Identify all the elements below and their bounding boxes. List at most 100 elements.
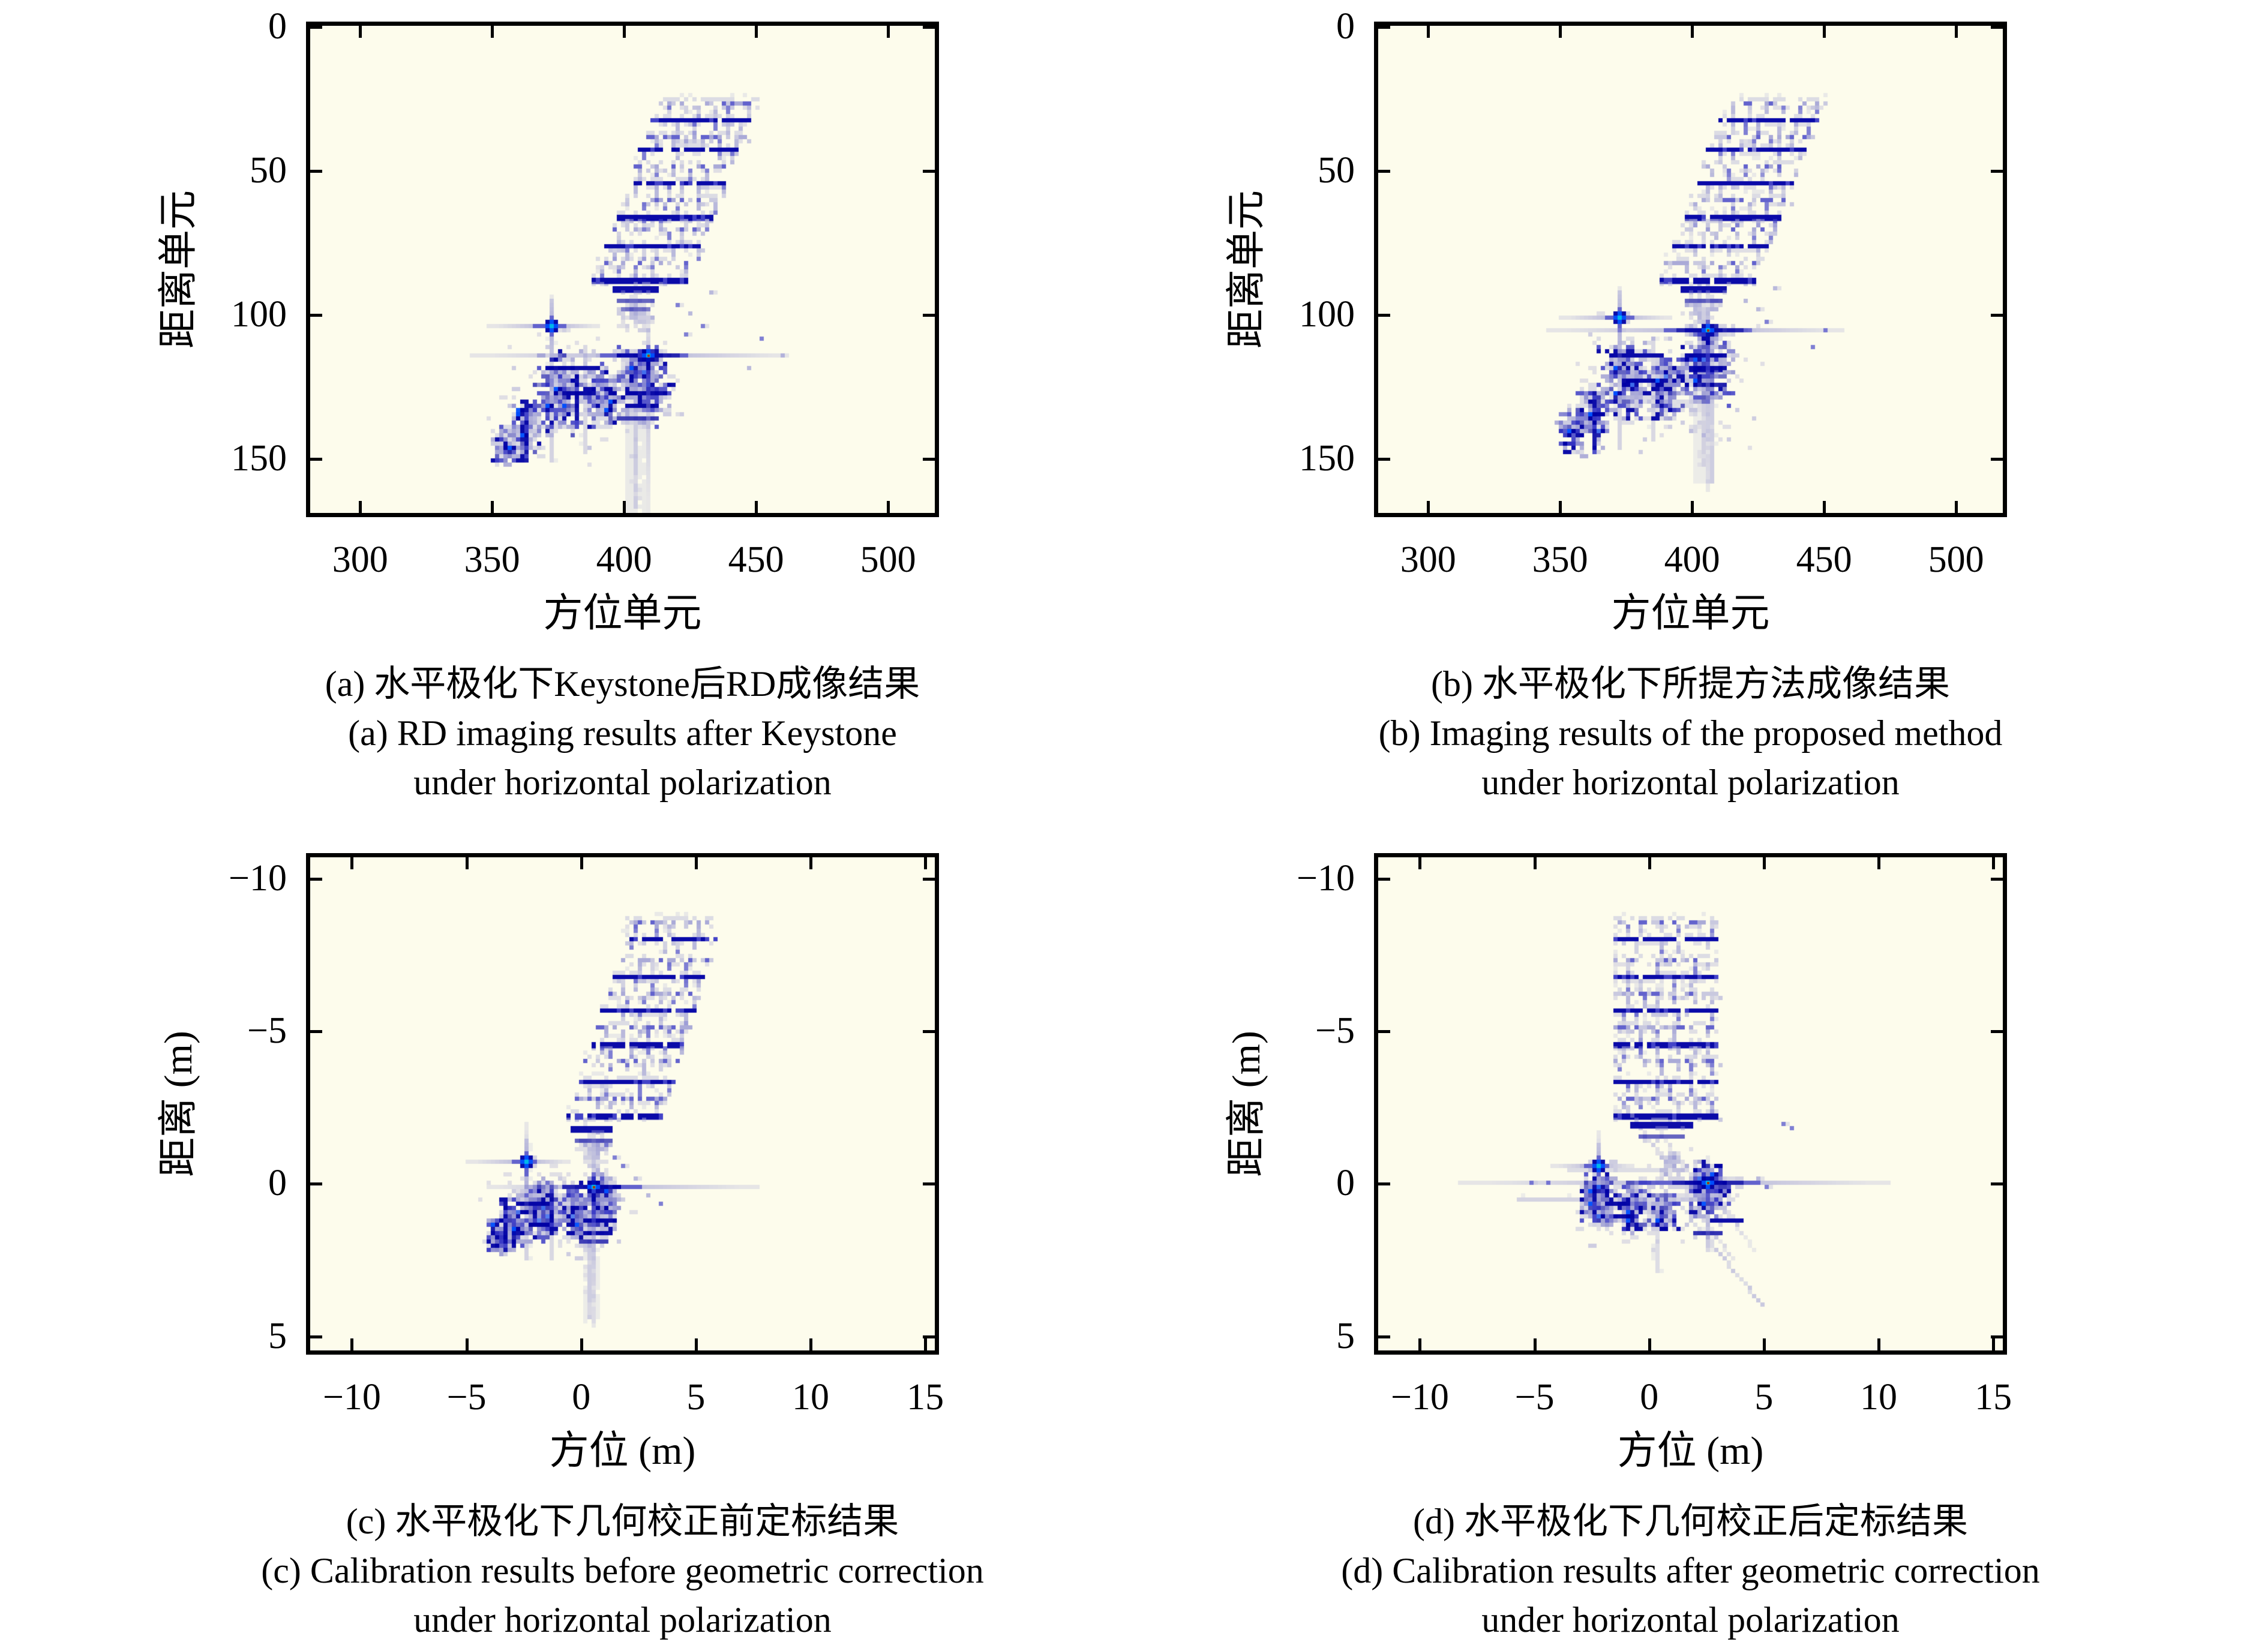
axis-tick <box>465 1338 469 1350</box>
axis-tick <box>1378 314 1390 317</box>
axis-tick <box>491 501 494 513</box>
axis-tick <box>1533 1338 1537 1350</box>
axis-tick <box>923 170 935 173</box>
axis-tick <box>1992 1338 1996 1350</box>
tick-label: 300 <box>1400 539 1456 580</box>
tick-label: 400 <box>596 539 652 580</box>
axis-tick <box>1427 501 1430 513</box>
axis-tick <box>887 26 890 38</box>
tick-label: 400 <box>1664 539 1720 580</box>
axis-tick <box>350 1338 354 1350</box>
axis-tick <box>1378 1182 1390 1186</box>
axis-tick <box>1991 1335 2003 1338</box>
axis-tick <box>1691 26 1694 38</box>
tick-label: 50 <box>1318 149 1355 191</box>
axis-tick <box>1991 314 2003 317</box>
axis-tick <box>923 1335 935 1338</box>
axis-tick <box>310 314 322 317</box>
axis-tick <box>491 26 494 38</box>
axis-tick <box>923 458 935 461</box>
tick-label: 500 <box>1928 539 1984 580</box>
axis-tick <box>1559 26 1562 38</box>
tick-label: 10 <box>791 1377 829 1418</box>
axis-tick <box>923 1030 935 1034</box>
axis-tick <box>1378 458 1390 461</box>
x-axis-label-b: 方位单元 <box>1611 592 1770 635</box>
axis-tick <box>755 501 758 513</box>
axis-tick <box>1955 26 1958 38</box>
tick-label: 5 <box>686 1377 706 1418</box>
axis-tick <box>310 878 322 881</box>
plot-area-a <box>306 22 939 517</box>
axis-tick <box>1991 458 2003 461</box>
axis-tick <box>1823 26 1826 38</box>
axis-tick <box>350 857 354 869</box>
y-axis-label-c: 距离 (m) <box>157 1031 200 1177</box>
tick-label: 450 <box>728 539 784 580</box>
axis-tick <box>310 1335 322 1338</box>
tick-label: 150 <box>1299 437 1355 479</box>
axis-tick <box>1418 857 1422 869</box>
axis-tick <box>1648 857 1651 869</box>
x-axis-label-c: 方位 (m) <box>549 1429 696 1473</box>
tick-label: −10 <box>322 1377 381 1418</box>
tick-label: 500 <box>860 539 916 580</box>
tick-label: 15 <box>1975 1377 2012 1418</box>
axis-tick <box>1378 170 1390 173</box>
tick-label: 350 <box>1532 539 1588 580</box>
tick-label: 5 <box>1336 1315 1355 1356</box>
axis-tick <box>923 1182 935 1186</box>
axis-tick <box>924 857 928 869</box>
axis-tick <box>694 857 698 869</box>
tick-label: 5 <box>1754 1377 1774 1418</box>
axis-tick <box>359 26 362 38</box>
scatter-image-d <box>1378 857 2003 1350</box>
tick-label: 50 <box>250 149 287 191</box>
axis-tick <box>1762 857 1766 869</box>
axis-tick <box>1991 1030 2003 1034</box>
axis-tick <box>310 1030 322 1034</box>
axis-tick <box>1559 501 1562 513</box>
axis-tick <box>923 878 935 881</box>
axis-tick <box>310 26 322 29</box>
axis-tick <box>923 314 935 317</box>
axis-tick <box>809 857 812 869</box>
axis-tick <box>1378 1030 1390 1034</box>
axis-tick <box>1427 26 1430 38</box>
axis-tick <box>1877 857 1880 869</box>
axis-tick <box>310 458 322 461</box>
caption-c-en1: (c) Calibration results before geometric… <box>261 1551 984 1590</box>
tick-label: 10 <box>1859 1377 1897 1418</box>
caption-d-en1: (d) Calibration results after geometric … <box>1341 1551 2040 1590</box>
tick-label: 0 <box>1336 1163 1355 1204</box>
scatter-image-c <box>310 857 935 1350</box>
scatter-image-a <box>310 26 935 513</box>
plot-area-c <box>306 853 939 1355</box>
axis-tick <box>310 1182 322 1186</box>
tick-label: 0 <box>1640 1377 1659 1418</box>
axis-tick <box>1991 878 2003 881</box>
axis-tick <box>1648 1338 1651 1350</box>
caption-b-en2: under horizontal polarization <box>1481 763 1900 802</box>
axis-tick <box>623 501 626 513</box>
tick-label: −5 <box>247 1010 287 1052</box>
tick-label: 100 <box>1299 293 1355 335</box>
tick-label: −10 <box>1390 1377 1449 1418</box>
axis-tick <box>755 26 758 38</box>
axis-tick <box>1823 501 1826 513</box>
axis-tick <box>887 501 890 513</box>
tick-label: 100 <box>231 293 287 335</box>
caption-b-en1: (b) Imaging results of the proposed meth… <box>1378 713 2003 753</box>
tick-label: 450 <box>1796 539 1852 580</box>
caption-d-en2: under horizontal polarization <box>1481 1600 1900 1640</box>
axis-tick <box>1877 1338 1880 1350</box>
axis-tick <box>1691 501 1694 513</box>
axis-tick <box>1378 878 1390 881</box>
tick-label: −5 <box>1315 1010 1355 1052</box>
tick-label: 5 <box>268 1315 287 1356</box>
plot-area-d <box>1374 853 2007 1355</box>
tick-label: 0 <box>268 1163 287 1204</box>
plot-area-b <box>1374 22 2007 517</box>
tick-label: −5 <box>1514 1377 1555 1418</box>
